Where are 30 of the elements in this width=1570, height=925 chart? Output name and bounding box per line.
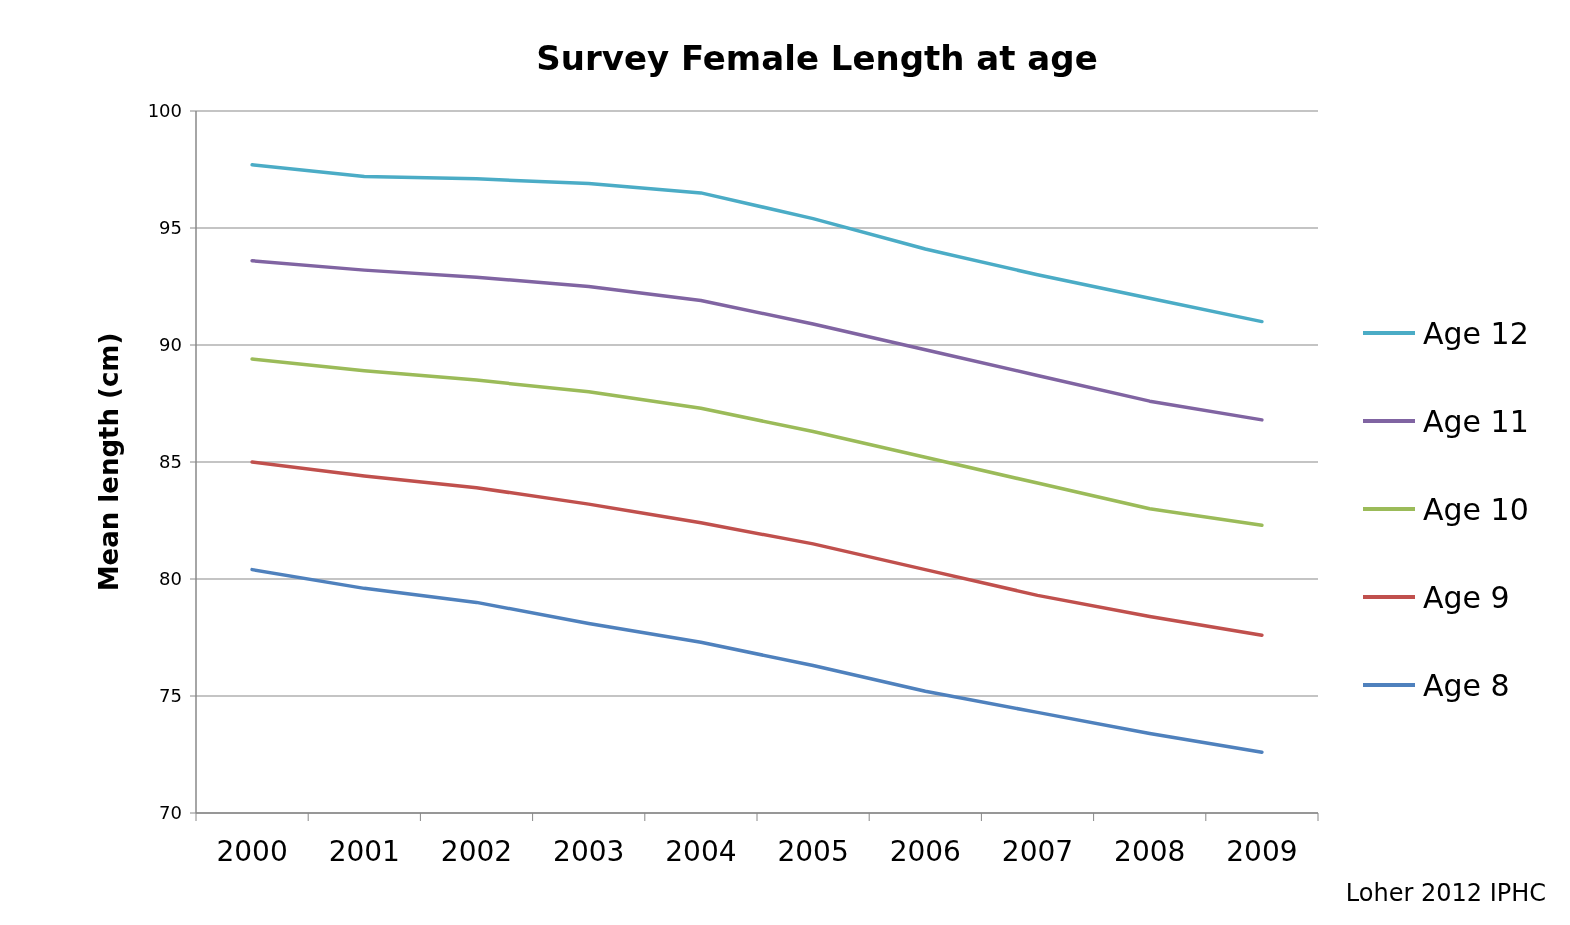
y-tick-label: 75: [159, 685, 182, 707]
line-series: [250, 357, 1264, 527]
legend-label: Age 9: [1423, 579, 1510, 615]
x-tick-label: 2006: [889, 835, 961, 868]
y-tick-label: 85: [159, 451, 182, 473]
line-series: [250, 163, 1264, 324]
legend-label: Age 12: [1423, 315, 1529, 351]
x-tick-label: 2002: [440, 835, 513, 868]
x-tick-label: 2008: [1114, 835, 1186, 868]
y-tick-label: 70: [159, 802, 182, 824]
legend-label: Age 10: [1423, 491, 1529, 527]
text: Loher 2012 IPHC: [1345, 879, 1546, 907]
legend-label: Age 11: [1423, 403, 1529, 439]
y-tick-label: 95: [159, 217, 182, 239]
x-tick-label: 2000: [216, 835, 288, 868]
y-axis-title: Mean length (cm): [94, 332, 124, 592]
x-tick-label: 2003: [553, 835, 625, 868]
y-tick-label: 90: [159, 334, 182, 356]
x-tick-label: 2009: [1226, 835, 1298, 868]
x-tick-label: 2004: [665, 835, 737, 868]
y-tick-label: 80: [159, 568, 182, 590]
line-series: [250, 460, 1264, 637]
x-tick-label: 2007: [1001, 835, 1074, 868]
line-series: [250, 259, 1264, 422]
legend-label: Age 8: [1423, 667, 1510, 703]
x-tick-label: 2005: [777, 835, 849, 868]
y-tick-label: 100: [147, 100, 182, 122]
line-series: [250, 567, 1264, 754]
x-tick-label: 2001: [328, 835, 400, 868]
chart-title: Survey Female Length at age: [536, 38, 1098, 78]
